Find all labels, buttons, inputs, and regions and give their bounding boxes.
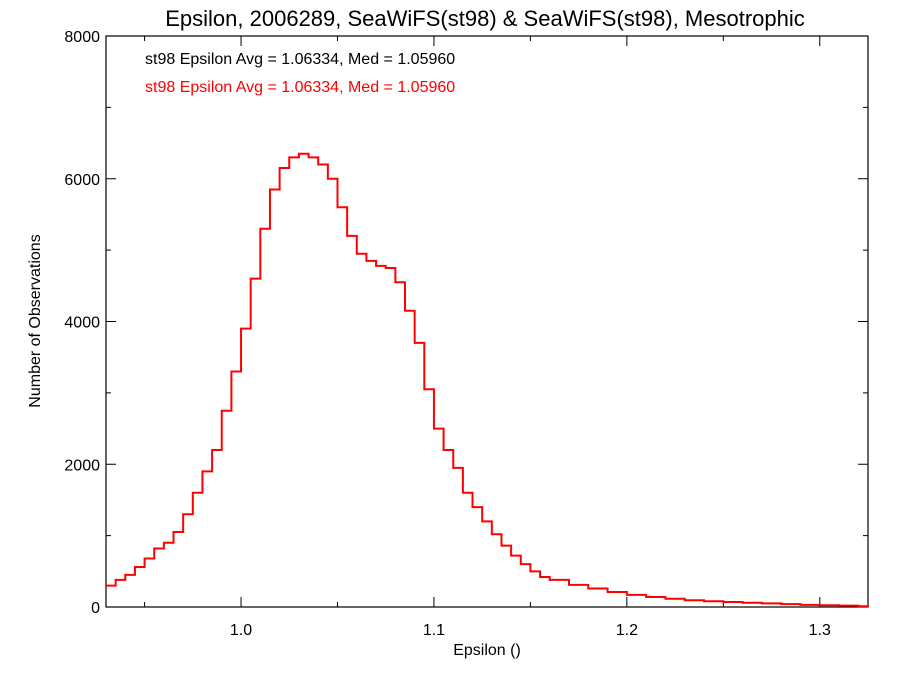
- x-tick-label: 1.0: [230, 622, 252, 639]
- y-tick-label: 4000: [64, 315, 100, 332]
- x-tick-label: 1.1: [423, 622, 445, 639]
- y-axis-label: Number of Observations: [27, 234, 44, 407]
- x-tick-label: 1.2: [616, 622, 638, 639]
- y-tick-label: 2000: [64, 457, 100, 474]
- chart-title: Epsilon, 2006289, SeaWiFS(st98) & SeaWiF…: [165, 6, 805, 31]
- legend-entry-red: st98 Epsilon Avg = 1.06334, Med = 1.0596…: [145, 79, 455, 96]
- x-axis: 1.0 1.1 1.2 1.3: [144, 36, 831, 639]
- x-axis-label: Epsilon (): [453, 642, 521, 659]
- histogram-series: [106, 152, 869, 608]
- y-axis: 0 2000 4000 6000 8000: [64, 29, 868, 617]
- x-tick-label: 1.3: [809, 622, 831, 639]
- legend-entry-black: st98 Epsilon Avg = 1.06334, Med = 1.0596…: [145, 51, 455, 68]
- y-tick-label: 6000: [64, 172, 100, 189]
- y-tick-label: 0: [91, 600, 100, 617]
- y-tick-label: 8000: [64, 29, 100, 46]
